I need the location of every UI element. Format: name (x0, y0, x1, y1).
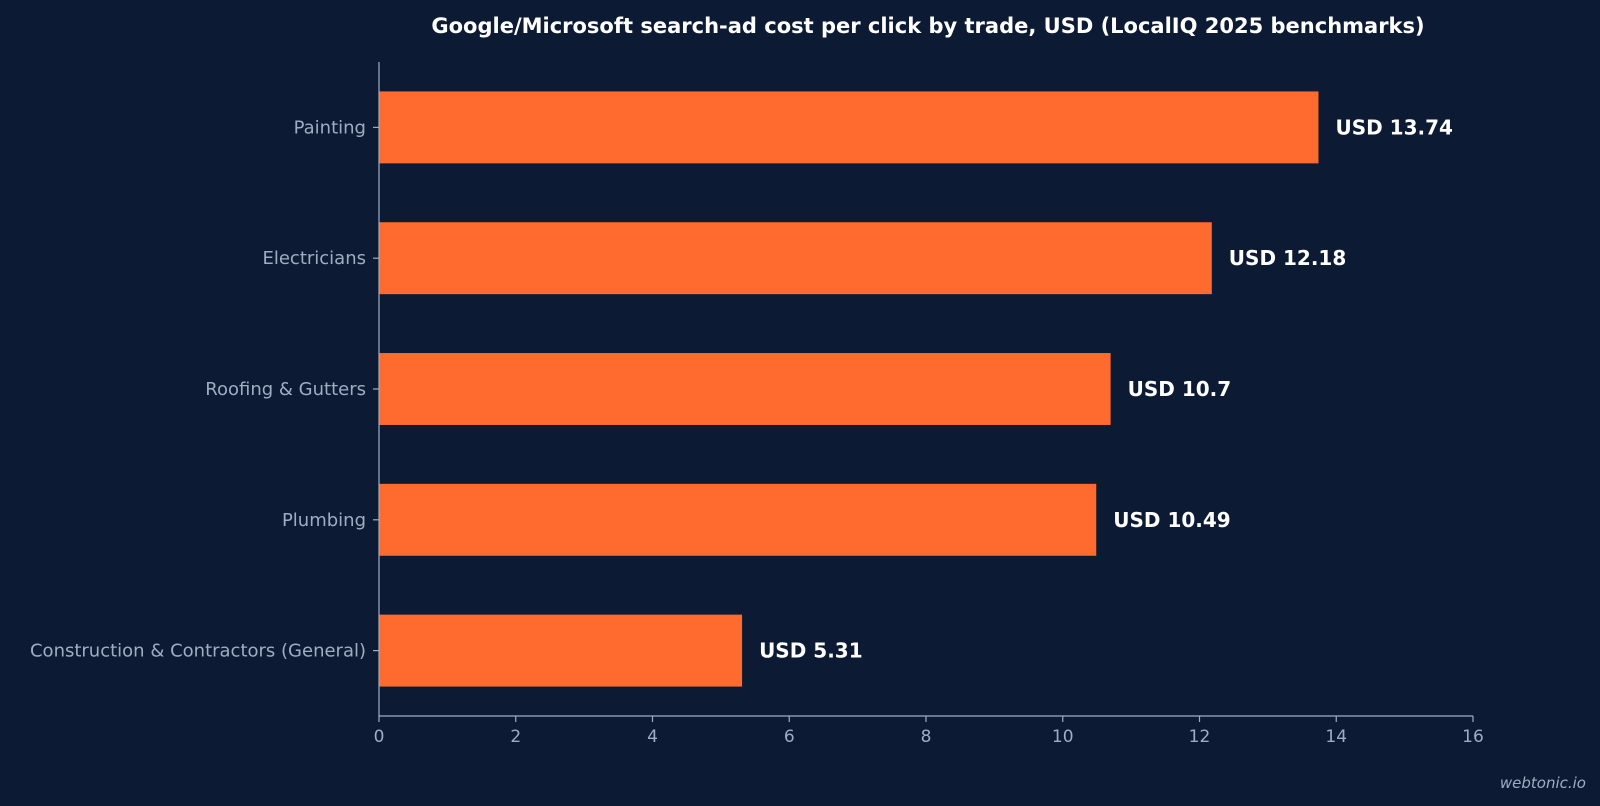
x-tick-label-6: 12 (1189, 727, 1211, 747)
x-tick-label-5: 10 (1052, 727, 1074, 747)
value-label-2: USD 10.7 (1128, 377, 1232, 401)
x-tick-label-1: 2 (510, 727, 521, 747)
x-tick-label-8: 16 (1462, 727, 1484, 747)
category-label-4: Construction & Contractors (General) (30, 641, 366, 662)
category-label-0: Painting (294, 117, 366, 138)
x-tick-label-0: 0 (374, 727, 385, 747)
bars-group (379, 91, 1319, 687)
chart-title: Google/Microsoft search-ad cost per clic… (431, 14, 1424, 38)
bar-2 (379, 353, 1111, 425)
bar-1 (379, 222, 1212, 295)
bar-3 (379, 483, 1097, 556)
value-label-0: USD 13.74 (1335, 115, 1452, 139)
bar-0 (379, 91, 1319, 164)
value-label-1: USD 12.18 (1229, 246, 1346, 270)
value-label-3: USD 10.49 (1113, 508, 1230, 532)
x-axis: 0 2 4 6 8 10 12 14 16 (374, 715, 1484, 747)
value-label-4: USD 5.31 (759, 639, 863, 663)
value-labels: USD 13.74 USD 12.18 USD 10.7 USD 10.49 USD 5… (759, 115, 1453, 662)
y-axis (373, 62, 380, 716)
category-label-1: Electricians (262, 248, 366, 269)
watermark: webtonic.io (1499, 774, 1586, 792)
category-labels: Painting Electricians Roofing & Gutters Plu… (30, 117, 366, 661)
x-tick-label-2: 4 (647, 727, 658, 747)
category-label-3: Plumbing (282, 510, 366, 531)
x-tick-label-3: 6 (784, 727, 795, 747)
x-tick-label-4: 8 (921, 727, 932, 747)
x-tick-label-7: 14 (1325, 727, 1347, 747)
bar-4 (379, 614, 743, 687)
category-label-2: Roofing & Gutters (205, 379, 366, 400)
